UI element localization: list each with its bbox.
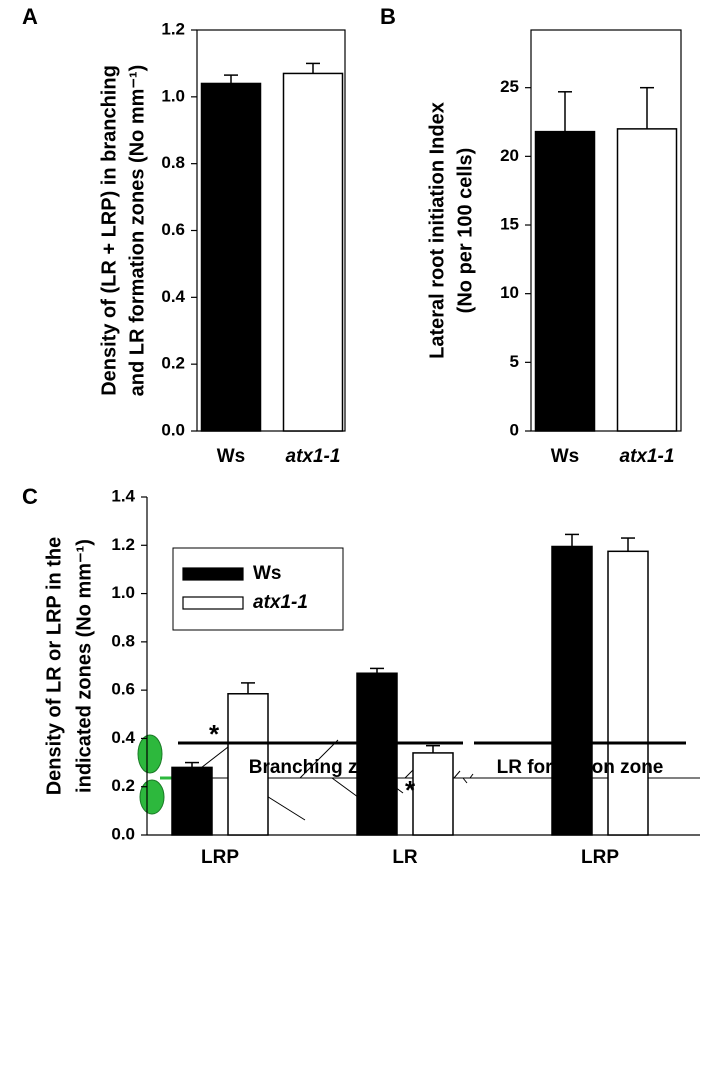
- x-tick-label: Ws: [217, 446, 246, 467]
- x-tick-label: atx1-1: [620, 446, 675, 467]
- y-tick-label: 0.8: [161, 153, 185, 172]
- y-tick-label: 25: [500, 77, 519, 96]
- y-tick-label: 15: [500, 214, 519, 233]
- zone-label: Branching zone: [249, 757, 392, 778]
- legend-label: Ws: [253, 563, 282, 584]
- cotyledon: [139, 779, 165, 815]
- lateral-root: [299, 739, 339, 779]
- legend-box: [172, 547, 344, 631]
- plot-frame: [196, 29, 346, 432]
- y-tick-label: 1.0: [161, 86, 185, 105]
- y-axis-title: indicated zones (No mm⁻¹): [73, 539, 95, 793]
- lateral-root: [469, 773, 474, 779]
- x-tick-label: Ws: [551, 446, 580, 467]
- y-tick-label: 1.4: [111, 486, 135, 505]
- zone-label: LR formation zone: [497, 757, 664, 778]
- x-tick-label: LR: [392, 847, 418, 868]
- y-tick-label: 1.2: [161, 19, 185, 38]
- y-axis-title: and LR formation zones (No mm⁻¹): [126, 65, 148, 397]
- bar: [227, 693, 269, 836]
- panel-label: A: [22, 4, 38, 29]
- y-tick-label: 0.0: [111, 824, 135, 843]
- panel-label: C: [22, 484, 38, 509]
- bar: [200, 82, 262, 432]
- bar: [607, 550, 649, 836]
- lateral-root: [462, 777, 468, 784]
- cotyledon: [137, 734, 163, 774]
- bar: [282, 72, 344, 432]
- lateral-root: [453, 770, 461, 779]
- y-tick-label: 0.2: [161, 354, 185, 373]
- bar: [551, 545, 593, 836]
- bar: [412, 752, 454, 836]
- y-tick-label: 0.0: [161, 420, 185, 439]
- y-tick-label: 0.4: [111, 728, 135, 747]
- y-axis-title: Lateral root initiation Index: [426, 102, 448, 359]
- y-axis-title: Density of LR or LRP in the: [43, 537, 65, 796]
- bar: [534, 130, 596, 432]
- y-tick-label: 5: [510, 352, 519, 371]
- y-tick-label: 0.8: [111, 631, 135, 650]
- y-tick-label: 0: [510, 420, 519, 439]
- legend-label: atx1-1: [253, 592, 308, 613]
- legend-swatch: [182, 596, 244, 610]
- y-tick-label: 20: [500, 146, 519, 165]
- y-tick-label: 10: [500, 283, 519, 302]
- bar: [171, 766, 213, 836]
- y-axis-title: (No per 100 cells): [454, 148, 476, 314]
- legend-swatch: [182, 567, 244, 581]
- y-tick-label: 0.4: [161, 287, 185, 306]
- significance-mark: *: [209, 719, 220, 749]
- bar: [356, 672, 398, 836]
- significance-mark: *: [405, 775, 416, 805]
- x-tick-label: LRP: [201, 847, 239, 868]
- y-tick-label: 0.6: [111, 680, 135, 699]
- y-tick-label: 0.2: [111, 776, 135, 795]
- x-tick-label: atx1-1: [286, 446, 341, 467]
- plot-frame: [530, 29, 682, 432]
- x-tick-label: LRP: [581, 847, 619, 868]
- panel-label: B: [380, 4, 396, 29]
- y-tick-label: 0.6: [161, 220, 185, 239]
- y-tick-label: 1.2: [111, 535, 135, 554]
- y-axis-title: Density of (LR + LRP) in branching: [98, 65, 120, 396]
- bar: [616, 128, 678, 432]
- y-tick-label: 1.0: [111, 583, 135, 602]
